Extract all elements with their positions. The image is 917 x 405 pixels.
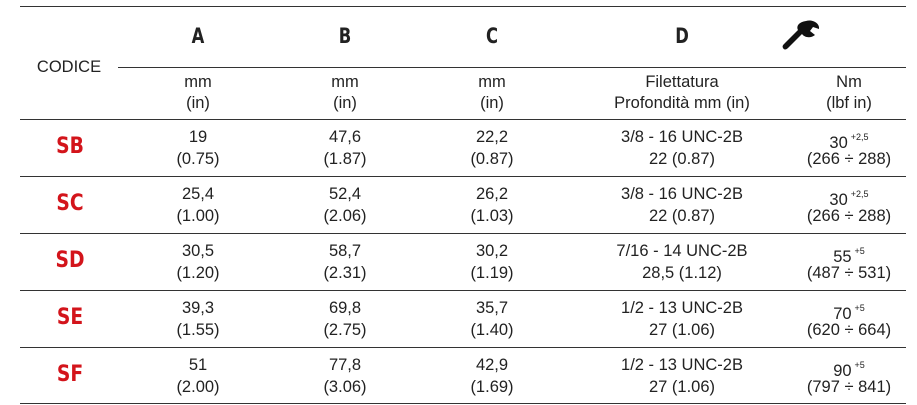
header-divider: [118, 67, 906, 68]
row-code: SB: [56, 134, 84, 159]
top-rule: [20, 6, 906, 7]
cell-a-inch: (2.00): [176, 378, 220, 396]
unit-a-line1: mm: [184, 73, 212, 91]
unit-d-line1: Filettatura: [645, 73, 719, 91]
cell-a-value: 19: [188, 128, 208, 146]
torque-tolerance: +5: [854, 303, 865, 313]
code-column-header: CODICE: [36, 58, 102, 76]
cell-b-inch: (1.87): [323, 150, 367, 168]
cell-c-inch: (1.69): [470, 378, 514, 396]
cell-c-inch: (0.87): [470, 150, 514, 168]
cell-torque: 55 +5: [792, 241, 906, 268]
unit-c-line1: mm: [478, 73, 506, 91]
unit-d-line2: Profondità mm (in): [614, 94, 750, 112]
cell-c-value: 30,2: [475, 242, 509, 260]
row-code: SC: [56, 191, 84, 216]
row-code: SD: [55, 248, 85, 273]
torque-value: 30: [829, 191, 848, 209]
cell-d-depth: 27 (1.06): [648, 378, 716, 396]
row-rule: [20, 290, 906, 291]
cell-b-inch: (2.06): [323, 207, 367, 225]
cell-d-thread: 7/16 - 14 UNC-2B: [616, 242, 748, 260]
torque-value: 55: [833, 248, 852, 266]
torque-tolerance: +2,5: [850, 189, 869, 199]
cell-d-depth: 27 (1.06): [648, 321, 716, 339]
cell-torque: 90 +5: [792, 355, 906, 382]
unit-torque-line1: Nm: [836, 73, 862, 91]
cell-d-depth: 22 (0.87): [648, 150, 716, 168]
torque-tolerance: +5: [854, 246, 865, 256]
cell-c-inch: (1.19): [470, 264, 514, 282]
bottom-rule: [20, 403, 906, 404]
cell-d-thread: 1/2 - 13 UNC-2B: [621, 356, 743, 374]
cell-b-value: 47,6: [328, 128, 362, 146]
cell-b-value: 77,8: [328, 356, 362, 374]
cell-b-inch: (3.06): [323, 378, 367, 396]
cell-c-value: 35,7: [475, 299, 509, 317]
cell-c-inch: (1.03): [470, 207, 514, 225]
unit-b-line2: (in): [333, 94, 357, 112]
cell-torque-range: (266 ÷ 288): [806, 207, 892, 225]
cell-a-inch: (1.20): [176, 264, 220, 282]
cell-a-inch: (1.55): [176, 321, 220, 339]
cell-d-depth: 28,5 (1.12): [642, 264, 722, 282]
torque-value: 30: [829, 134, 848, 152]
unit-b-line1: mm: [331, 73, 359, 91]
cell-torque: 30 +2,5: [792, 184, 906, 211]
row-rule: [20, 176, 906, 177]
cell-c-value: 42,9: [475, 356, 509, 374]
cell-c-inch: (1.40): [470, 321, 514, 339]
cell-c-value: 22,2: [475, 128, 509, 146]
cell-b-inch: (2.31): [323, 264, 367, 282]
row-rule: [20, 233, 906, 234]
torque-value: 90: [833, 362, 852, 380]
cell-torque: 70 +5: [792, 298, 906, 325]
cell-torque-range: (266 ÷ 288): [806, 150, 892, 168]
cell-a-value: 25,4: [181, 185, 215, 203]
cell-torque-range: (797 ÷ 841): [806, 378, 892, 396]
unit-a-line2: (in): [186, 94, 210, 112]
torque-tolerance: +5: [854, 360, 865, 370]
cell-b-value: 58,7: [328, 242, 362, 260]
column-header-c: C: [485, 24, 499, 48]
cell-a-inch: (1.00): [176, 207, 220, 225]
row-code: SE: [56, 305, 84, 330]
cell-d-thread: 3/8 - 16 UNC-2B: [621, 185, 743, 203]
cell-b-inch: (2.75): [323, 321, 367, 339]
torque-value: 70: [833, 305, 852, 323]
cell-a-value: 39,3: [181, 299, 215, 317]
unit-torque-line2: (lbf in): [826, 94, 872, 112]
unit-c-line2: (in): [480, 94, 504, 112]
column-header-a: A: [191, 24, 205, 48]
wrench-icon: [782, 20, 820, 50]
row-code: SF: [56, 362, 84, 387]
cell-a-inch: (0.75): [176, 150, 220, 168]
cell-torque: 30 +2,5: [792, 127, 906, 154]
column-header-b: B: [338, 24, 352, 48]
cell-a-value: 51: [188, 356, 208, 374]
torque-tolerance: +2,5: [850, 132, 869, 142]
column-header-d: D: [675, 24, 689, 48]
cell-b-value: 52,4: [328, 185, 362, 203]
cell-c-value: 26,2: [475, 185, 509, 203]
cell-d-thread: 1/2 - 13 UNC-2B: [621, 299, 743, 317]
cell-torque-range: (620 ÷ 664): [806, 321, 892, 339]
header-bottom-rule: [20, 119, 906, 120]
cell-d-thread: 3/8 - 16 UNC-2B: [621, 128, 743, 146]
cell-a-value: 30,5: [181, 242, 215, 260]
cell-b-value: 69,8: [328, 299, 362, 317]
cell-d-depth: 22 (0.87): [648, 207, 716, 225]
cell-torque-range: (487 ÷ 531): [806, 264, 892, 282]
row-rule: [20, 347, 906, 348]
